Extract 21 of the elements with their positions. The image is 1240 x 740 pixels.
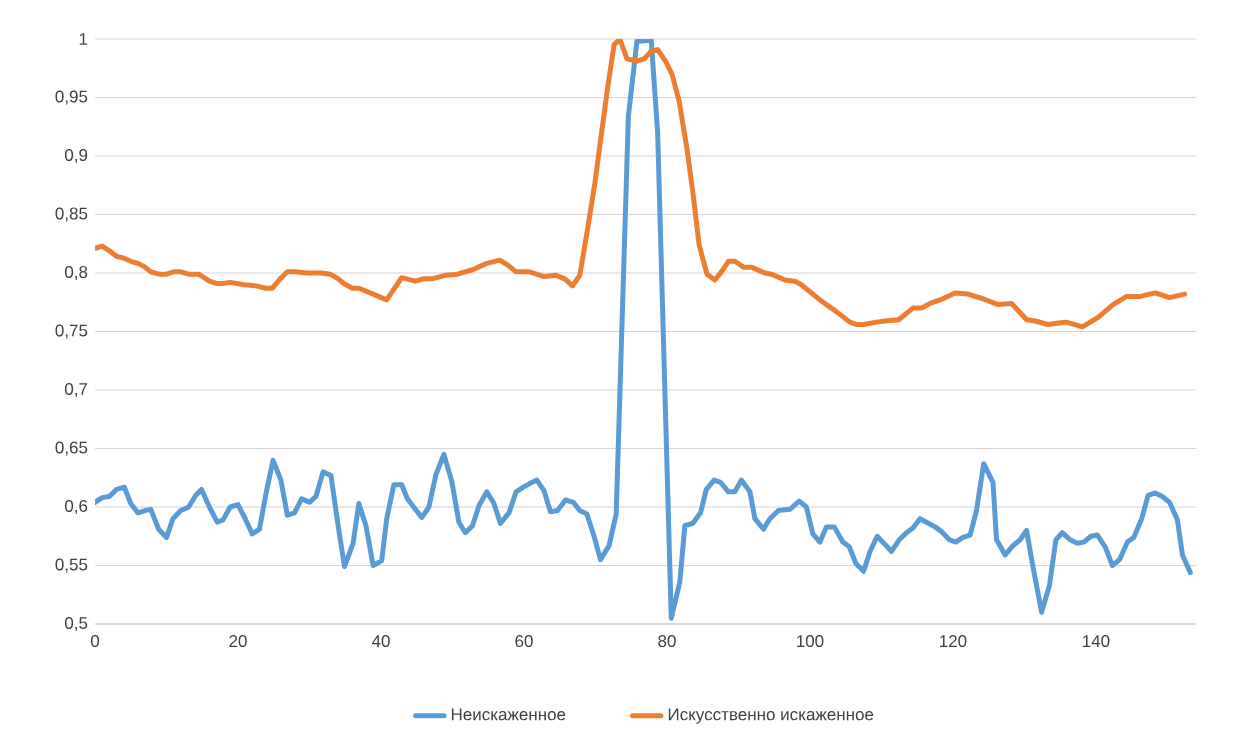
legend-label: Искусственно искаженное	[668, 708, 874, 724]
legend-label: Неискаженное	[451, 708, 566, 721]
x-tick-label: 20	[229, 635, 247, 648]
y-tick-label: 0,55	[55, 558, 88, 573]
y-tick-label: 0,8	[64, 265, 88, 281]
x-tick-label: 120	[940, 635, 967, 648]
y-tick-label: 0,6	[64, 499, 88, 515]
y-tick-label: 0,65	[55, 441, 88, 456]
y-tick-label: 0,75	[55, 324, 88, 339]
y-tick-label: 0,85	[55, 207, 88, 222]
x-tick-label: 140	[1083, 635, 1110, 648]
y-tick-label: 1	[79, 33, 88, 45]
y-tick-label: 0,95	[55, 90, 88, 105]
x-tick-label: 40	[371, 635, 390, 648]
x-tick-label: 0	[90, 635, 100, 648]
x-tick-label: 100	[797, 635, 824, 648]
y-tick-label: 0,9	[64, 148, 88, 164]
x-tick-label: 80	[658, 635, 676, 648]
x-tick-label: 60	[515, 635, 533, 648]
y-tick-label: 0,7	[64, 382, 88, 398]
y-tick-label: 0,5	[64, 616, 88, 632]
